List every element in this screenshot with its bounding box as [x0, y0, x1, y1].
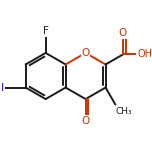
Text: OH: OH — [138, 49, 152, 59]
Text: F: F — [43, 26, 49, 36]
Text: O: O — [118, 28, 126, 38]
Text: O: O — [81, 116, 90, 126]
Text: I: I — [1, 83, 4, 93]
Text: O: O — [81, 48, 90, 58]
Text: CH₃: CH₃ — [116, 107, 133, 116]
